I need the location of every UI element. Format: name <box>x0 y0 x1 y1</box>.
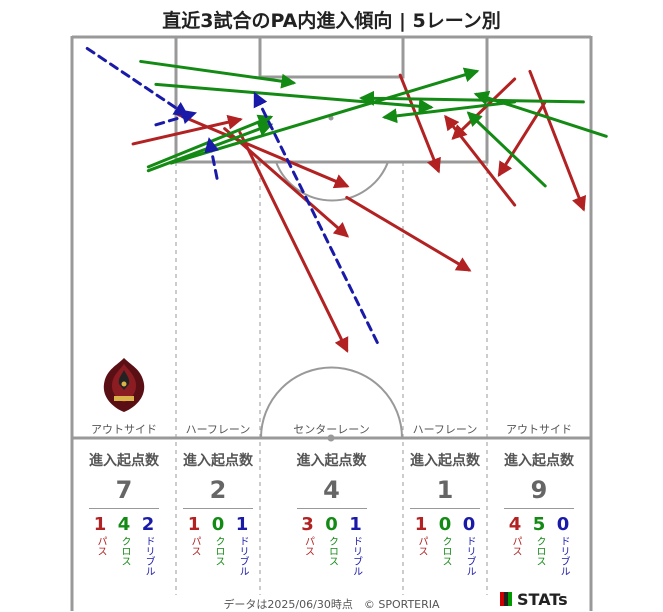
stat-header: 進入起点数 <box>410 453 480 469</box>
lane-stats-outside-right: 進入起点数 9 4 パス 5 クロス 0 ドリブル <box>487 450 591 576</box>
cross-arrow-6 <box>381 100 517 124</box>
cross-arrow-5 <box>169 67 480 165</box>
stat-divider <box>296 508 367 509</box>
lane-stats-halfspace-right: 進入起点数 1 1 パス 0 クロス 0 ドリブル <box>403 450 487 576</box>
lane-label-outside-right: アウトサイド <box>506 423 572 436</box>
brand-logo: STATs <box>500 590 568 609</box>
pass-label: パス <box>302 536 314 556</box>
pass-arrow-8 <box>451 77 517 140</box>
pass-arrow-2 <box>238 130 349 353</box>
cross-arrow-9 <box>466 111 547 188</box>
goal-area <box>258 35 405 79</box>
lane-stats-halfspace-left: 進入起点数 2 1 パス 0 クロス 1 ドリブル <box>176 450 260 576</box>
cross-label: クロス <box>119 536 130 566</box>
cross-count: 5 <box>532 514 546 535</box>
cross-label: クロス <box>213 536 224 566</box>
dribble-arrow-1 <box>85 46 189 117</box>
lane-label-halfspace-left: ハーフレーン <box>185 423 251 436</box>
dribble-label: ドリブル <box>143 536 154 576</box>
lane-label-outside-left: アウトサイド <box>91 423 157 436</box>
dribble-count: 1 <box>349 514 362 535</box>
entry-arrows <box>85 46 608 353</box>
cross-arrow-4 <box>154 82 434 114</box>
stat-header: 進入起点数 <box>183 453 253 469</box>
stat-header: 進入起点数 <box>89 453 159 469</box>
cross-arrow-7 <box>359 90 585 106</box>
pass-count: 1 <box>414 514 428 535</box>
center-spot <box>327 434 335 442</box>
dribble-count: 2 <box>141 514 155 535</box>
stat-header: 進入起点数 <box>504 453 574 469</box>
stat-total: 7 <box>115 476 133 504</box>
dribble-count: 1 <box>235 514 249 535</box>
pass-count: 1 <box>93 514 107 535</box>
lane-stats-outside-left: 進入起点数 7 1 パス 4 クロス 2 ドリブル <box>72 450 176 576</box>
lane-label-halfspace-right: ハーフレーン <box>412 423 478 436</box>
dribble-arrow-4 <box>253 91 379 345</box>
stat-header: 進入起点数 <box>296 453 367 469</box>
pass-count: 4 <box>508 514 522 535</box>
cross-arrow-1 <box>139 59 297 89</box>
stat-total: 4 <box>323 476 340 504</box>
footer-credit: データは2025/06/30時点 © SPORTERIA <box>223 598 440 611</box>
dribble-count: 0 <box>462 514 476 535</box>
stat-divider <box>504 508 574 509</box>
team-crest-icon <box>103 358 145 412</box>
pass-arrow-1 <box>131 114 243 146</box>
lane-dividers <box>175 162 488 595</box>
dribble-label: ドリブル <box>237 536 248 576</box>
cross-count: 0 <box>211 514 225 535</box>
stat-divider <box>89 508 159 509</box>
pass-arrow-5 <box>345 195 472 272</box>
stat-total: 2 <box>209 476 227 504</box>
cross-count: 0 <box>325 514 338 535</box>
pass-count: 3 <box>301 514 314 535</box>
pass-arrow-4 <box>223 127 350 238</box>
chart-title: 直近3試合のPA内進入傾向 | 5レーン別 <box>162 10 501 32</box>
pass-label: パス <box>95 536 106 556</box>
dribble-arrow-3 <box>204 137 220 180</box>
pass-arrow-9 <box>528 69 587 212</box>
pass-arrow-3 <box>177 113 350 189</box>
penalty-arc <box>275 161 389 202</box>
cross-count: 4 <box>117 514 131 535</box>
pass-label: パス <box>510 536 521 556</box>
stat-divider <box>410 508 480 509</box>
pass-count: 1 <box>187 514 201 535</box>
stat-divider <box>183 508 253 509</box>
dribble-label: ドリブル <box>558 536 569 576</box>
stat-total: 9 <box>530 476 548 504</box>
brand-name: STATs <box>517 590 568 609</box>
dribble-label: ドリブル <box>350 536 362 576</box>
lane-label-center: センターレーン <box>293 423 370 436</box>
pass-label: パス <box>416 536 427 556</box>
center-circle-arc <box>260 366 403 439</box>
pass-label: パス <box>189 536 200 556</box>
cross-label: クロス <box>326 536 338 566</box>
lane-stats-center: 進入起点数 4 3 パス 0 クロス 1 ドリブル <box>260 450 403 576</box>
cross-label: クロス <box>534 536 545 566</box>
dribble-count: 0 <box>556 514 570 535</box>
brand-mark-icon <box>500 592 512 606</box>
stat-total: 1 <box>436 476 454 504</box>
cross-count: 0 <box>438 514 452 535</box>
dribble-label: ドリブル <box>464 536 475 576</box>
cross-arrow-8 <box>473 90 608 138</box>
dribble-arrow-2 <box>154 109 197 127</box>
cross-label: クロス <box>440 536 451 566</box>
